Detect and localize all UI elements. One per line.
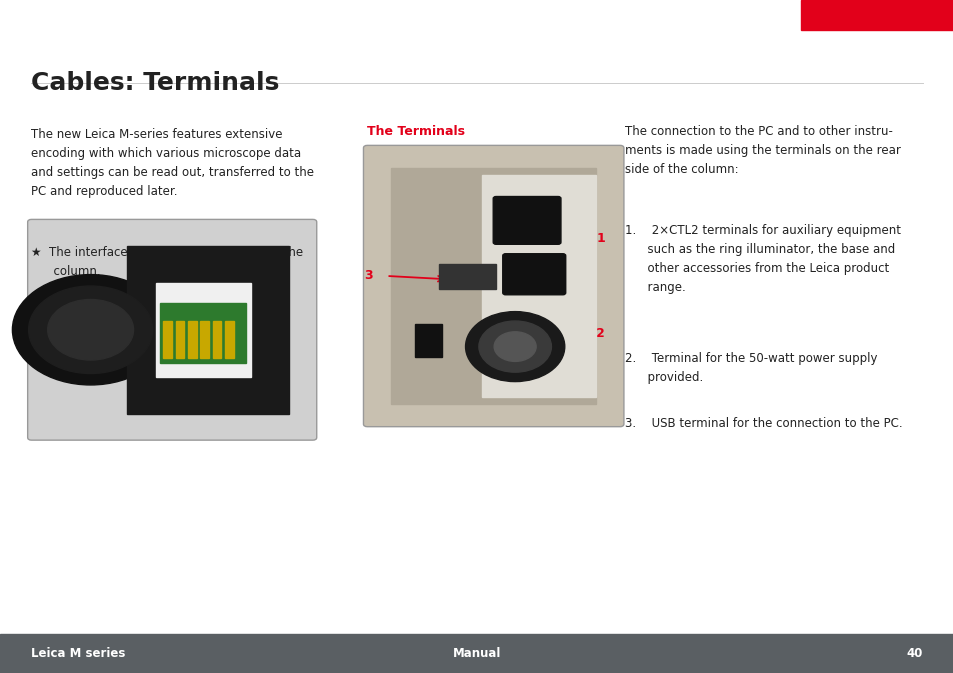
Bar (438, 264, 496, 289)
Bar (175, 321, 184, 358)
FancyBboxPatch shape (502, 254, 565, 295)
Bar (225, 321, 233, 358)
Text: 1: 1 (596, 232, 604, 245)
Bar (391, 168, 596, 404)
Bar (127, 246, 289, 414)
Bar (213, 321, 221, 358)
Bar (0, 634, 953, 673)
Bar (163, 321, 172, 358)
Text: ★  The interface to the optics carrier is on the
      column.: ★ The interface to the optics carrier is… (31, 246, 303, 278)
FancyBboxPatch shape (363, 145, 623, 427)
Circle shape (465, 312, 564, 382)
Text: Manual: Manual (453, 647, 500, 660)
FancyBboxPatch shape (28, 219, 316, 440)
Bar (200, 321, 209, 358)
Bar (415, 324, 441, 357)
Bar (188, 321, 196, 358)
Text: 3.  USB terminal for the connection to the PC.: 3. USB terminal for the connection to th… (624, 417, 902, 430)
Text: 2.  Terminal for the 50-watt power supply
      provided.: 2. Terminal for the 50-watt power supply… (624, 352, 877, 384)
FancyBboxPatch shape (493, 197, 560, 244)
Circle shape (494, 332, 536, 361)
Text: Cables: Terminals: Cables: Terminals (31, 71, 279, 95)
Bar (801, 0, 953, 30)
Text: 2: 2 (596, 326, 604, 340)
Text: 1.  2×CTL2 terminals for auxiliary equipment
      such as the ring illuminator,: 1. 2×CTL2 terminals for auxiliary equipm… (624, 224, 900, 294)
Circle shape (48, 299, 133, 360)
Text: The Terminals: The Terminals (367, 125, 465, 137)
Bar (160, 303, 246, 363)
Bar (155, 283, 251, 377)
Bar (481, 175, 596, 397)
Text: The new Leica M-series features extensive
encoding with which various microscope: The new Leica M-series features extensiv… (31, 128, 314, 198)
Circle shape (12, 275, 169, 385)
Text: 3: 3 (364, 269, 373, 283)
Circle shape (478, 321, 551, 372)
Circle shape (29, 286, 152, 374)
Text: The connection to the PC and to other instru-
ments is made using the terminals : The connection to the PC and to other in… (624, 125, 900, 176)
Text: 40: 40 (905, 647, 922, 660)
Text: Leica M series: Leica M series (31, 647, 126, 660)
